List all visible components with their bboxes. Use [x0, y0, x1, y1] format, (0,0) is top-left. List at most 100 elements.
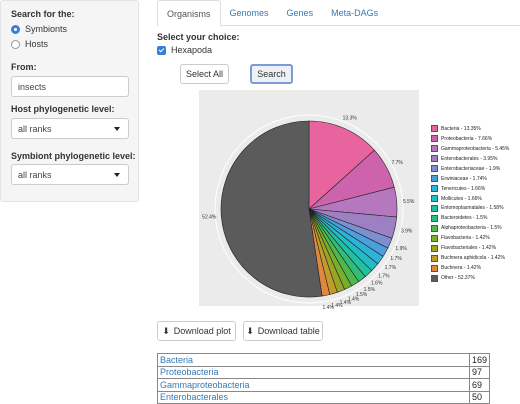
pie-slice [308, 120, 375, 210]
pie-guide-ring [214, 114, 404, 304]
pie-slice-label: 1.7% [390, 256, 402, 262]
tab-genomes[interactable]: Genomes [229, 8, 269, 18]
taxon-link[interactable]: Bacteria [157, 353, 470, 367]
host-level-value: all ranks [18, 124, 52, 134]
legend-label: Bacteroidetes - 1.5% [441, 215, 488, 222]
legend-label: Bacteria - 13.35% [441, 125, 481, 132]
hexapoda-checkbox[interactable] [157, 45, 166, 55]
legend-item: Enterobacteriaceae - 1.9% [431, 164, 509, 174]
radio-symbionts-label: Symbionts [25, 24, 68, 34]
pie-slice-label: 7.7% [391, 160, 403, 166]
table-row: Bacteria 169 [157, 353, 491, 367]
pie-slice-label: 52.4% [202, 214, 217, 220]
legend-item: Bacteroidetes - 1.5% [431, 213, 509, 223]
host-level-label: Host phylogenetic level: [11, 104, 115, 114]
legend-label: Flavobacteriales - 1.42% [441, 245, 497, 252]
table-row: Enterobacterales 50 [157, 390, 491, 404]
legend-swatch [431, 135, 438, 143]
taxon-count: 69 [468, 378, 491, 392]
radio-hosts-label: Hosts [25, 39, 49, 49]
pie-slice-label: 5.5% [403, 199, 415, 205]
download-plot-button[interactable]: ⬇ Download plot [157, 321, 236, 341]
radio-hosts-dot[interactable] [11, 39, 20, 49]
search-button[interactable]: Search [250, 64, 293, 84]
from-input[interactable]: insects [11, 76, 129, 97]
taxon-link[interactable]: Proteobacteria [157, 365, 470, 379]
chart-legend: Bacteria - 13.35% Proteobacteria - 7.66% G… [431, 124, 509, 283]
taxon-link[interactable]: Enterobacterales [157, 390, 470, 404]
legend-label: Other - 52.37% [441, 275, 475, 282]
legend-swatch [431, 195, 438, 203]
legend-item: Other - 52.37% [431, 273, 509, 283]
legend-swatch [431, 165, 438, 173]
download-table-label: Download table [257, 326, 320, 336]
download-table-button[interactable]: ⬇ Download table [243, 321, 323, 341]
legend-swatch [431, 125, 438, 133]
pie-slice-label: 1.4% [323, 305, 335, 311]
chevron-down-icon [114, 173, 120, 177]
hexapoda-option[interactable]: Hexapoda [157, 45, 212, 55]
legend-swatch [431, 274, 438, 282]
select-all-button[interactable]: Select All [180, 64, 229, 84]
radio-symbionts-dot[interactable] [11, 24, 20, 34]
pie-slice-label: 1.9% [395, 246, 407, 252]
legend-swatch [431, 145, 438, 153]
symbiont-level-select[interactable]: all ranks [11, 164, 129, 185]
legend-item: Buchnera aphidicola - 1.42% [431, 253, 509, 263]
pie-slice-label: 1.5% [356, 292, 368, 298]
taxon-count: 169 [468, 353, 491, 367]
download-icon: ⬇ [162, 325, 170, 336]
choice-title: Select your choice: [157, 32, 240, 42]
legend-item: Alphaproteobacteria - 1.5% [431, 223, 509, 233]
symbiont-level-label: Symbiont phylogenetic level: [11, 151, 136, 161]
tab-bar: Organisms Genomes Genes Meta-DAGs [157, 0, 520, 27]
legend-swatch [431, 155, 438, 163]
download-plot-label: Download plot [173, 326, 231, 336]
pie-slice-label: 1.6% [371, 281, 383, 287]
legend-swatch [431, 244, 438, 252]
taxon-count: 50 [468, 390, 491, 404]
legend-label: Enterobacterales - 3.95% [441, 155, 498, 162]
legend-item: Tenericutes - 1.66% [431, 184, 509, 194]
search-for-label: Search for the: [11, 9, 75, 19]
legend-swatch [431, 264, 438, 272]
legend-item: Gammaproteobacteria - 5.45% [431, 144, 509, 154]
legend-swatch [431, 254, 438, 262]
host-level-select[interactable]: all ranks [11, 118, 129, 139]
pie-slice-label: 1.4% [348, 297, 360, 303]
legend-swatch [431, 175, 438, 183]
legend-swatch [431, 214, 438, 222]
results-table: Bacteria 169 Proteobacteria 97 Gammaprot… [157, 353, 491, 404]
legend-label: Gammaproteobacteria - 5.45% [441, 145, 510, 152]
legend-item: Flavobacteria - 1.42% [431, 233, 509, 243]
tab-meta-dags[interactable]: Meta-DAGs [331, 8, 379, 18]
radio-hosts[interactable]: Hosts [11, 39, 138, 49]
radio-symbionts[interactable]: Symbionts [11, 24, 138, 34]
pie-slice-label: 13.3% [343, 116, 358, 122]
legend-label: Flavobacteria - 1.42% [441, 235, 490, 242]
pie-slice [220, 120, 323, 298]
pie-slice-label: 1.7% [378, 273, 390, 279]
legend-swatch [431, 185, 438, 193]
legend-item: Flavobacteriales - 1.42% [431, 243, 509, 253]
chevron-down-icon [114, 127, 120, 131]
taxon-link[interactable]: Gammaproteobacteria [157, 378, 470, 392]
tab-organisms[interactable]: Organisms [157, 0, 221, 27]
legend-label: Proteobacteria - 7.66% [441, 135, 493, 142]
pie-slice-label: 1.4% [340, 300, 352, 306]
legend-label: Alphaproteobacteria - 1.5% [441, 225, 502, 232]
taxon-count: 97 [468, 365, 491, 379]
legend-item: Mollicutes - 1.66% [431, 194, 509, 204]
tab-genes[interactable]: Genes [286, 8, 314, 18]
legend-label: Enterobacteriaceae - 1.9% [441, 165, 501, 172]
legend-label: Buchnera - 1.42% [441, 265, 482, 272]
legend-label: Tenericutes - 1.66% [441, 185, 486, 192]
legend-item: Erwiniaceae - 1.74% [431, 174, 509, 184]
legend-swatch [431, 224, 438, 232]
table-row: Gammaproteobacteria 69 [157, 378, 491, 392]
legend-item: Proteobacteria - 7.66% [431, 134, 509, 144]
from-label: From: [11, 62, 37, 72]
pie-slice-label: 1.5% [364, 287, 376, 293]
legend-swatch [431, 234, 438, 242]
